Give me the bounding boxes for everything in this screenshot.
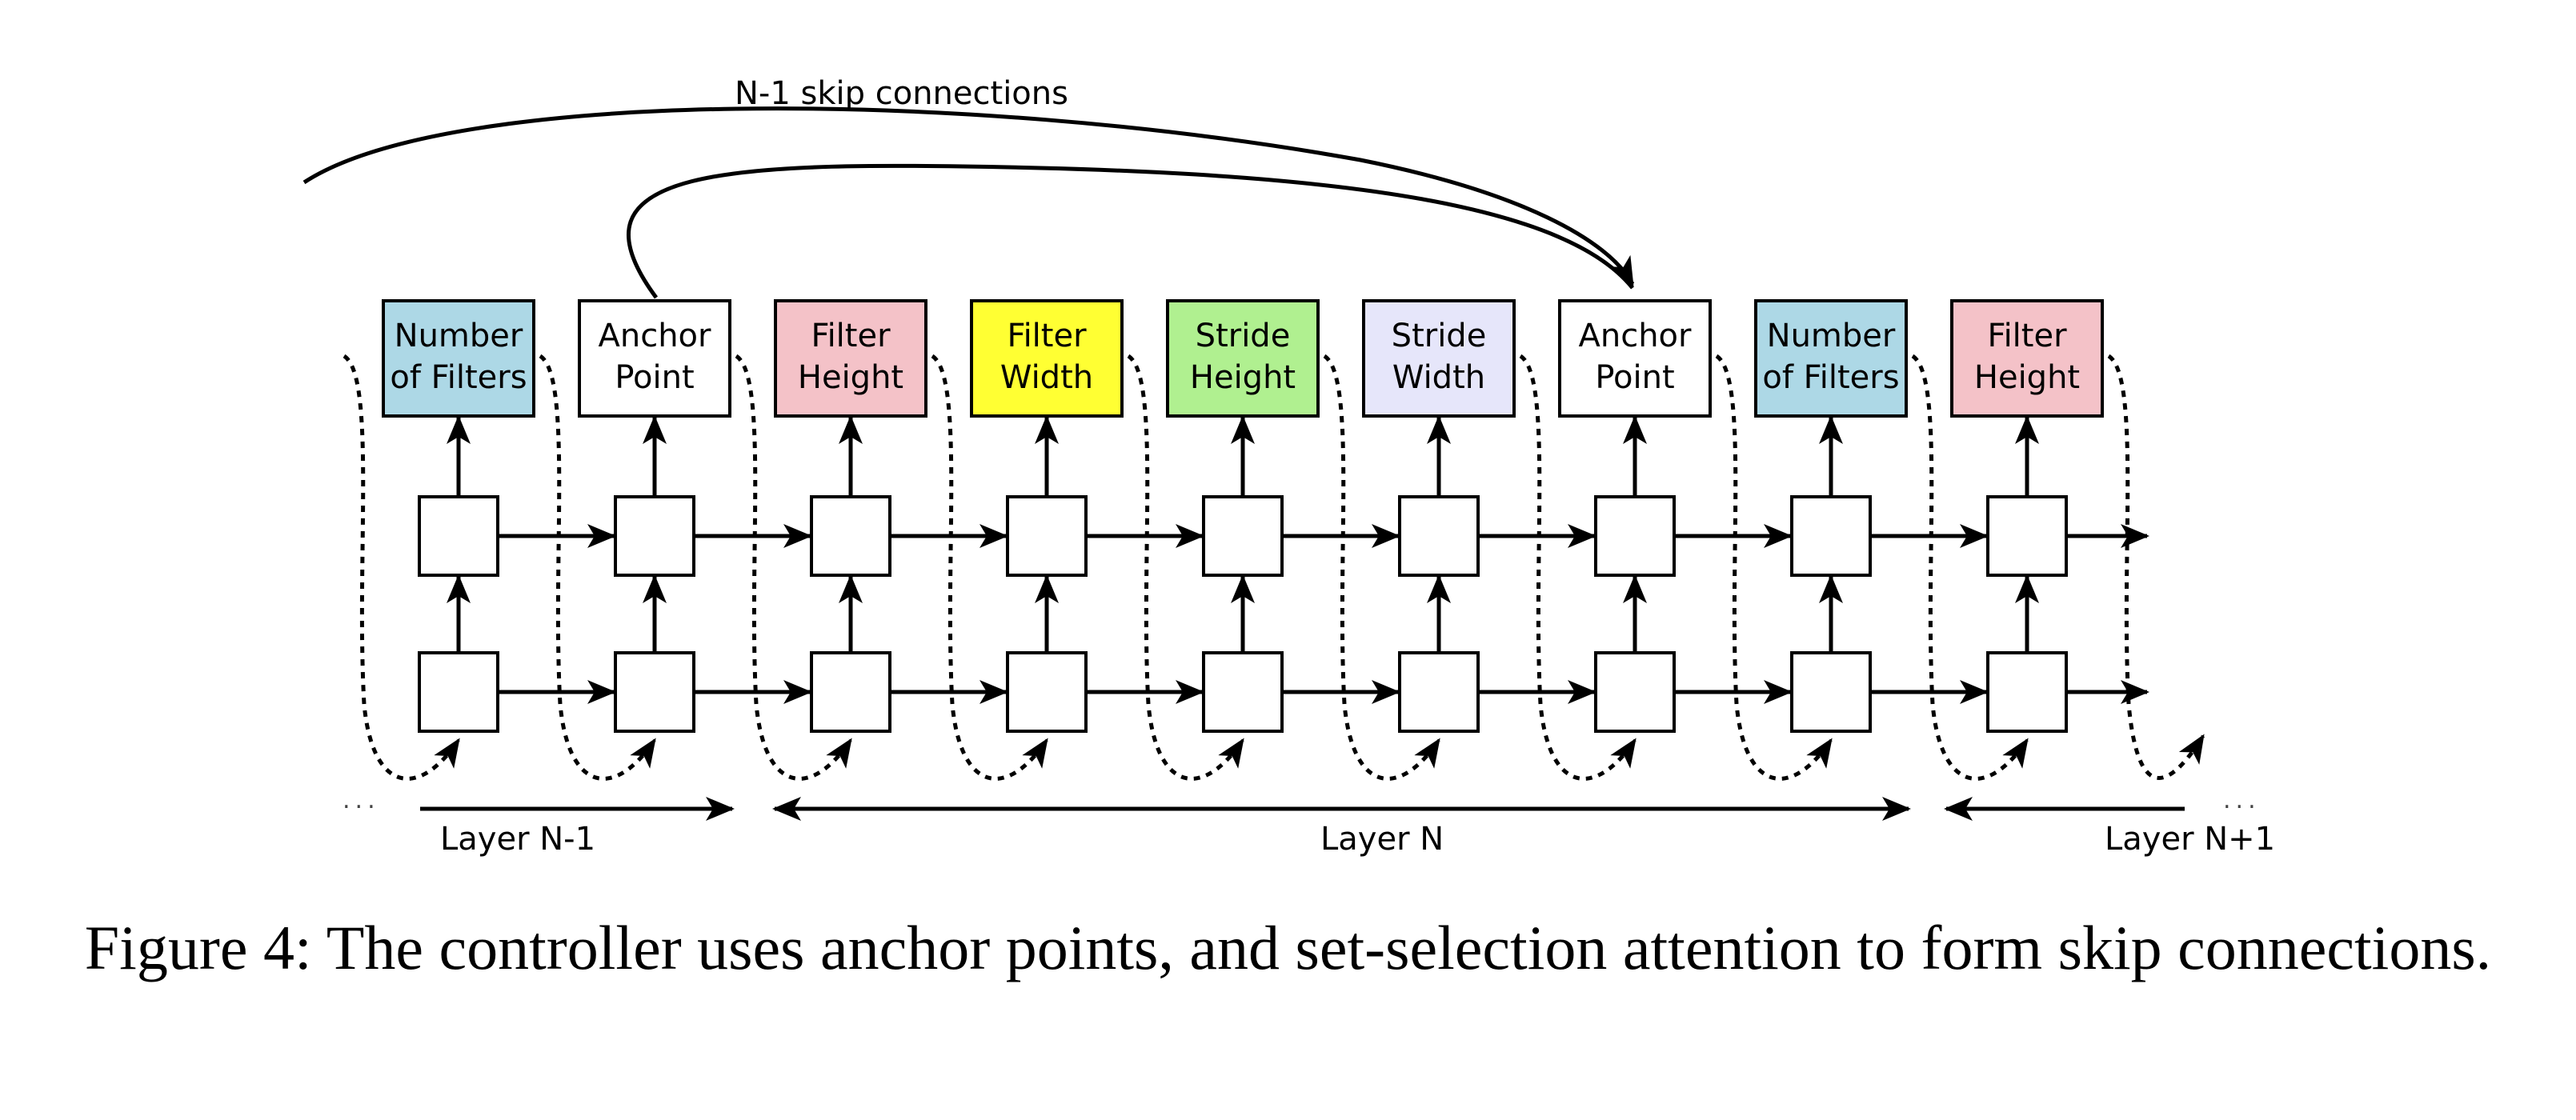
skip-connections: N-1 skip connections (302, 75, 1635, 299)
output-label: of Filters (390, 359, 527, 396)
feedback-dotted-arrow (539, 354, 657, 781)
output-label: Anchor (599, 318, 712, 354)
feedback-dotted-arrow (1519, 354, 1637, 781)
layer-prev-label: Layer N-1 (440, 821, 595, 858)
ellipsis-right: ... (2223, 786, 2261, 814)
lstm-cell-bottom (810, 651, 891, 733)
feedback-dotted-arrow (343, 354, 461, 781)
lstm-cell-bottom (1006, 651, 1088, 733)
lstm-cell-top (1202, 495, 1284, 577)
figure-caption: Figure 4: The controller uses anchor poi… (84, 913, 2492, 982)
output-box (1558, 299, 1712, 418)
layer-current-label: Layer N (1320, 821, 1444, 858)
lstm-cell-bottom (418, 651, 499, 733)
feedback-dotted-arrow (1127, 354, 1245, 781)
output-label: Filter (1007, 318, 1087, 354)
feedback-dotted-arrow (931, 354, 1049, 781)
output-box (970, 299, 1124, 418)
feedback-dotted-arrow (1911, 354, 2029, 781)
skip-arc-outer (302, 106, 1635, 286)
lstm-cell-top (614, 495, 695, 577)
output-label: Stride (1392, 318, 1487, 354)
lstm-cell-bottom (1398, 651, 1480, 733)
lstm-cell-bottom (1790, 651, 1872, 733)
lstm-cell-top (1006, 495, 1088, 577)
lstm-cell-top (1986, 495, 2068, 577)
output-label: Stride (1196, 318, 1291, 354)
layer-spans: ... Layer N-1 Layer N ... Layer N+1 (343, 786, 2275, 858)
lstm-cell-top (1790, 495, 1872, 577)
lstm-cell-top (418, 495, 499, 577)
output-label: Height (1974, 359, 2080, 396)
output-label: Point (1595, 359, 1674, 396)
lstm-cell-bottom (1202, 651, 1284, 733)
lstm-cell-bottom (614, 651, 695, 733)
output-label: Number (1767, 318, 1896, 354)
output-label: Filter (1987, 318, 2067, 354)
output-box (382, 299, 535, 418)
lstm-cell-bottom (1986, 651, 2068, 733)
output-label: Height (1190, 359, 1296, 396)
output-label: Number (395, 318, 523, 354)
output-box (1950, 299, 2104, 418)
layer-next-label: Layer N+1 (2105, 821, 2275, 858)
output-label: Point (615, 359, 694, 396)
output-label: Width (1392, 359, 1485, 396)
output-label: of Filters (1762, 359, 1899, 396)
output-label: Anchor (1579, 318, 1693, 354)
skip-arc-inner (627, 163, 1634, 299)
feedback-dotted-arrow (2107, 354, 2205, 780)
lstm-cell-top (1594, 495, 1676, 577)
output-label: Filter (811, 318, 891, 354)
lstm-cell-bottom (1594, 651, 1676, 733)
feedback-dotted-arrow (735, 354, 853, 781)
output-label: Width (1000, 359, 1093, 396)
output-box (1166, 299, 1320, 418)
controller-steps: Number of Filters Anchor Point Filter Height F… (343, 299, 2205, 781)
ellipsis-left: ... (343, 786, 380, 814)
feedback-dotted-arrow (1715, 354, 1833, 781)
output-label: Height (798, 359, 903, 396)
output-box (578, 299, 731, 418)
feedback-dotted-arrow (1323, 354, 1441, 781)
lstm-cell-top (1398, 495, 1480, 577)
output-box (774, 299, 927, 418)
skip-label: N-1 skip connections (735, 75, 1068, 112)
lstm-cell-top (810, 495, 891, 577)
output-box (1754, 299, 1908, 418)
